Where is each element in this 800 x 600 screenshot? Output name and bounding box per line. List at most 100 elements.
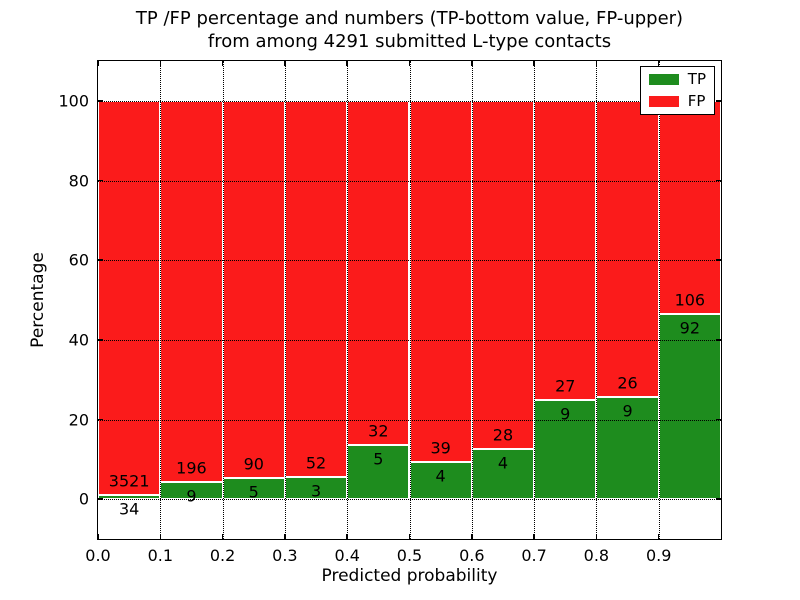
y-tick-left — [98, 339, 103, 341]
x-tick-label: 0.8 — [583, 546, 610, 565]
gridline-vertical — [658, 61, 660, 539]
x-tick-bottom — [97, 534, 99, 539]
bar-segment-tp — [658, 314, 721, 500]
x-tick-label: 0.1 — [147, 546, 174, 565]
legend-label-tp: TP — [687, 70, 706, 88]
y-tick-label: 80 — [68, 171, 89, 190]
gridline-horizontal — [98, 260, 721, 262]
x-tick-top — [159, 61, 162, 66]
x-axis-label: Predicted probability — [321, 566, 498, 586]
y-axis-label: Percentage — [28, 252, 48, 348]
x-tick-label: 0.2 — [209, 546, 236, 565]
x-tick-label: 0.7 — [521, 546, 547, 565]
tp-count-label: 5 — [248, 482, 259, 502]
bar-segment-fp — [658, 100, 721, 315]
x-tick-top — [97, 61, 99, 66]
gridline-vertical — [409, 61, 411, 539]
x-tick-top — [221, 61, 224, 66]
x-tick-bottom — [408, 534, 411, 539]
tp-count-label: 34 — [118, 499, 140, 519]
x-tick-top — [408, 61, 411, 66]
bar-segment-tp — [471, 449, 535, 500]
y-tick-left — [98, 259, 103, 261]
x-tick-label: 0.4 — [334, 546, 360, 565]
y-tick-right — [716, 418, 721, 421]
x-tick-top — [346, 61, 348, 66]
bar-segment-fp — [596, 100, 659, 397]
bar-segment-tp — [98, 495, 161, 500]
bar-segment-fp — [160, 100, 223, 482]
fp-swatch-icon — [648, 96, 679, 107]
x-tick-top — [471, 61, 473, 66]
fp-count-label: 106 — [674, 290, 706, 310]
fp-count-label: 3521 — [108, 471, 150, 491]
gridline-horizontal — [98, 339, 721, 341]
x-tick-bottom — [221, 534, 224, 539]
tp-swatch-icon — [648, 74, 679, 85]
gridline-horizontal — [98, 499, 721, 501]
tp-count-label: 9 — [560, 404, 571, 424]
y-tick-label: 0 — [78, 489, 89, 509]
x-tick-bottom — [657, 534, 660, 539]
fp-count-label: 196 — [176, 458, 207, 478]
x-tick-top — [533, 61, 535, 66]
chart-title: TP /FP percentage and numbers (TP-bottom… — [135, 8, 684, 52]
y-tick-label: 40 — [68, 330, 89, 350]
x-tick-bottom — [284, 534, 286, 539]
bar-segment-fp — [98, 100, 161, 496]
fp-count-label: 28 — [492, 425, 514, 445]
y-tick-left — [98, 418, 103, 421]
x-tick-label: 0.9 — [645, 546, 672, 565]
tp-count-label: 4 — [435, 466, 446, 486]
tp-count-label: 3 — [310, 481, 322, 501]
gridline-horizontal — [98, 419, 721, 421]
bar-segment-tp — [409, 462, 472, 500]
gridline-vertical — [347, 61, 349, 539]
gridline-vertical — [596, 61, 598, 539]
bar-segment-tp — [534, 399, 597, 500]
x-tick-top — [657, 61, 660, 66]
y-tick-right — [716, 498, 721, 500]
tp-count-label: 9 — [186, 486, 197, 506]
bar-segment-fp — [222, 100, 285, 479]
gridline-vertical — [534, 61, 536, 539]
legend: TP FP — [639, 66, 715, 115]
x-tick-label: 0.6 — [459, 546, 485, 565]
tp-count-label: 9 — [622, 401, 633, 421]
gridline-horizontal — [98, 100, 721, 102]
x-tick-top — [595, 61, 598, 66]
bar-segment-fp — [409, 100, 472, 463]
gridline-vertical — [222, 61, 224, 539]
plot-area: 3521 34 196 9 90 5 52 3 32 5 39 4 28 4 27 9 26 9 106 92 0.0 0… — [58, 60, 722, 565]
x-tick-bottom — [533, 534, 535, 539]
x-tick-top — [284, 61, 286, 66]
bar-segment-fp — [347, 100, 410, 446]
x-tick-label: 0.5 — [396, 546, 423, 565]
gridline-horizontal — [98, 180, 721, 182]
bar-segment-fp — [534, 100, 597, 400]
legend-item-tp: TP — [648, 70, 706, 88]
x-tick-label: 0.3 — [272, 546, 298, 565]
fp-count-label: 39 — [430, 438, 451, 458]
x-tick-bottom — [471, 534, 473, 539]
y-tick-right — [716, 100, 721, 102]
y-tick-label: 100 — [58, 91, 89, 111]
bar-segment-fp — [284, 100, 348, 478]
gridline-vertical — [160, 61, 162, 539]
gridline-vertical — [284, 61, 286, 539]
fp-count-label: 26 — [617, 373, 638, 393]
fp-count-label: 52 — [305, 453, 327, 473]
y-tick-right — [716, 259, 721, 261]
tp-count-label: 92 — [679, 318, 701, 338]
y-tick-label: 60 — [68, 250, 89, 270]
fp-count-label: 27 — [555, 376, 576, 396]
legend-item-fp: FP — [648, 92, 706, 110]
bar-segment-tp — [596, 396, 659, 500]
bar-segment-tp — [347, 445, 410, 500]
tp-count-label: 5 — [373, 449, 384, 469]
fp-count-label: 32 — [368, 421, 389, 441]
tp-count-label: 4 — [497, 453, 509, 473]
plot-inner: 3521 34 196 9 90 5 52 3 32 5 39 4 28 4 27 9 26 9 106 92 0.0 0… — [58, 61, 721, 565]
legend-label-fp: FP — [687, 92, 706, 110]
gridline-vertical — [471, 61, 473, 539]
